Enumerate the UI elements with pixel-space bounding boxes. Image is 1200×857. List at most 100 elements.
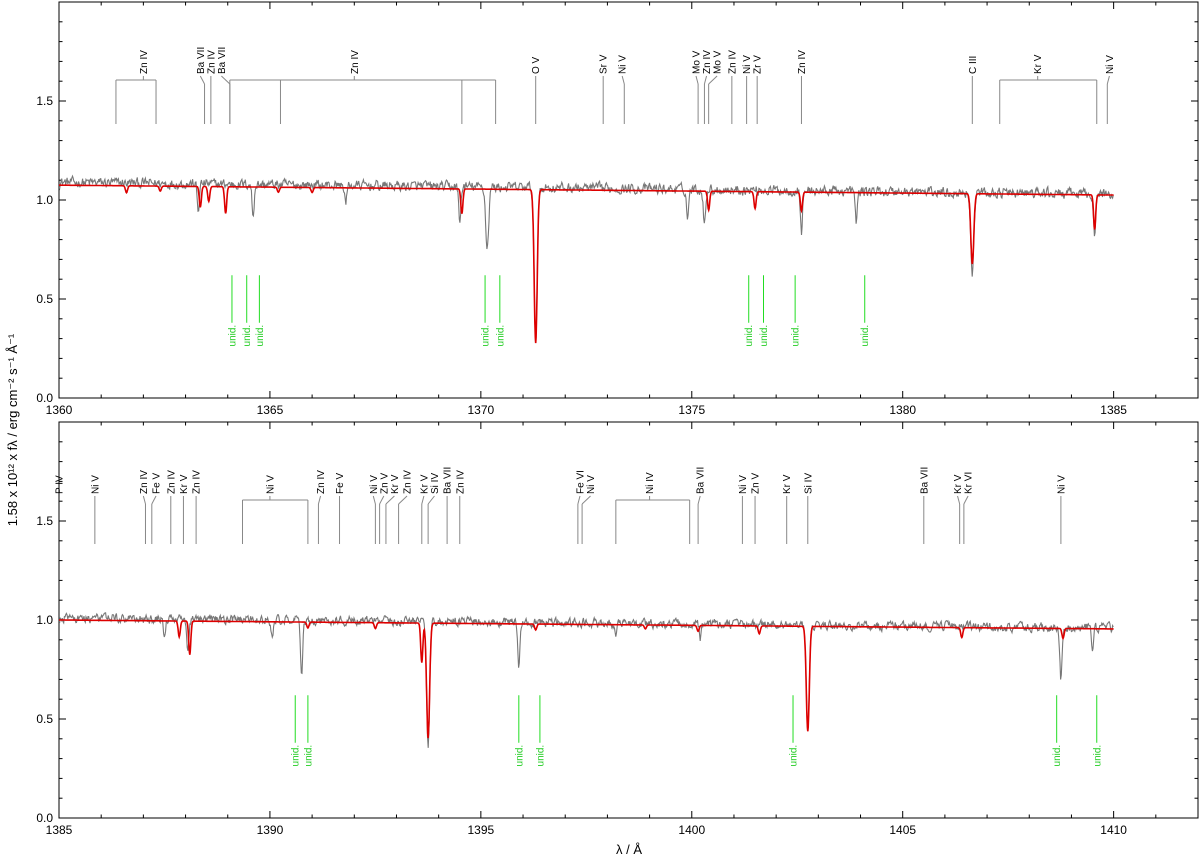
- ion-connector: [427, 495, 435, 505]
- unid-label: unid.: [535, 745, 546, 767]
- ion-connector: [372, 495, 376, 505]
- ion-label: Ba VII: [696, 467, 707, 494]
- ion-label: Zn IV: [206, 50, 217, 74]
- x-tick-label: 1405: [889, 823, 916, 837]
- ion-label: Ni V: [618, 55, 629, 74]
- y-tick-label: 1.0: [36, 613, 53, 627]
- ion-label: Zr V: [753, 55, 764, 74]
- ion-label: Kr V: [179, 474, 190, 494]
- ion-connector: [581, 495, 591, 505]
- ion-connector: [317, 495, 322, 505]
- y-tick-label: 1.5: [36, 514, 53, 528]
- ion-label: C III: [968, 56, 979, 74]
- ion-label: Kr V: [419, 474, 430, 494]
- ion-label: Zn IV: [192, 470, 203, 494]
- ion-label: Ni V: [738, 475, 749, 494]
- model-spectrum: [59, 619, 1114, 739]
- ion-label: Si IV: [803, 473, 814, 494]
- ion-label: Fe V: [152, 473, 163, 494]
- unid-label: unid.: [495, 325, 506, 347]
- ion-connector: [963, 495, 969, 505]
- observation-spectrum: [59, 174, 1114, 343]
- ion-connector: [1106, 75, 1110, 85]
- x-tick-label: 1375: [678, 403, 705, 417]
- unid-label: unid.: [255, 325, 266, 347]
- ion-label: Ni V: [742, 55, 753, 74]
- x-tick-label: 1410: [1100, 823, 1127, 837]
- ion-connector: [221, 75, 231, 85]
- y-tick-label: 0.5: [36, 712, 53, 726]
- unid-label: unid.: [514, 745, 525, 767]
- ion-connector: [577, 495, 581, 505]
- ion-label: Ni V: [90, 475, 101, 494]
- ion-label: O V: [531, 56, 542, 74]
- ion-label: Mo V: [692, 50, 703, 74]
- ion-label: P IV: [55, 475, 66, 494]
- unid-label: unid.: [791, 325, 802, 347]
- unid-label: unid.: [303, 745, 314, 767]
- ion-label: Ba VII: [196, 47, 207, 74]
- y-axis-title: 1.58 x 10¹² x fλ / erg cm⁻² s⁻¹ Å⁻¹: [5, 333, 20, 526]
- unid-label: unid.: [1092, 745, 1103, 767]
- ion-label: Zn IV: [455, 470, 466, 494]
- ion-label: Zn V: [379, 473, 390, 494]
- ion-label: Zn IV: [403, 470, 414, 494]
- x-tick-label: 1395: [468, 823, 495, 837]
- ion-connector: [421, 495, 425, 505]
- unid-label: unid.: [1052, 745, 1063, 767]
- ion-connector: [151, 495, 157, 505]
- x-tick-label: 1370: [468, 403, 495, 417]
- ion-label: Fe V: [335, 473, 346, 494]
- y-tick-label: 0.0: [36, 811, 53, 825]
- ion-label: Ni V: [1105, 55, 1116, 74]
- ion-label: Zn IV: [702, 50, 713, 74]
- x-tick-label: 1400: [678, 823, 705, 837]
- unid-label: unid.: [481, 325, 492, 347]
- ion-connector: [398, 495, 408, 505]
- ion-label: Kr V: [390, 474, 401, 494]
- y-tick-label: 0.0: [36, 391, 53, 405]
- observation-spectrum: [59, 612, 1114, 748]
- ion-label: Zn IV: [350, 50, 361, 74]
- panel-top: 1360 1365 1370 1375 1380 1385 0.0 0.5 1.0 1.5 Zn I…: [36, 1, 1199, 417]
- unid-label: unid.: [789, 745, 800, 767]
- ion-label: Si IV: [430, 473, 441, 494]
- ion-label: Ni V: [369, 475, 380, 494]
- ion-connector: [621, 75, 625, 85]
- y-tick-label: 1.5: [36, 94, 53, 108]
- ion-label: Zn IV: [166, 470, 177, 494]
- unid-label: unid.: [291, 745, 302, 767]
- ion-label: Ni V: [586, 475, 597, 494]
- ion-connector: [697, 495, 701, 505]
- ion-label: Ba VII: [919, 467, 930, 494]
- ion-label: Kr V: [782, 474, 793, 494]
- ion-connector: [379, 495, 385, 505]
- ion-label: Zn IV: [316, 470, 327, 494]
- ion-label: Kr VI: [964, 472, 975, 494]
- x-tick-label: 1365: [257, 403, 284, 417]
- ion-label: Zn IV: [727, 50, 738, 74]
- ion-label: Ni V: [1056, 475, 1067, 494]
- unid-label: unid.: [759, 325, 770, 347]
- y-tick-label: 1.0: [36, 193, 53, 207]
- x-tick-label: 1385: [46, 823, 73, 837]
- ion-label: Ba VII: [443, 467, 454, 494]
- ion-label: Fe VI: [576, 470, 587, 494]
- ion-label: Zn IV: [797, 50, 808, 74]
- unid-label: unid.: [860, 325, 871, 347]
- ion-label: Kr V: [953, 474, 964, 494]
- ion-label: Ni V: [265, 475, 276, 494]
- ion-connector: [385, 495, 395, 505]
- ion-label: Ba VII: [217, 47, 228, 74]
- x-tick-label: 1390: [257, 823, 284, 837]
- ion-label: Zn IV: [139, 50, 150, 74]
- ion-connector: [708, 75, 718, 85]
- ion-label: Sr V: [599, 54, 610, 74]
- ion-label: Ni IV: [645, 472, 656, 494]
- ion-label: Zn IV: [139, 470, 150, 494]
- ion-label: Mo V: [713, 50, 724, 74]
- panel-bottom: 1385 1390 1395 1400 1405 1410 0.0 0.5 1.0 1.5 P IV…: [36, 421, 1199, 837]
- unid-label: unid.: [242, 325, 253, 347]
